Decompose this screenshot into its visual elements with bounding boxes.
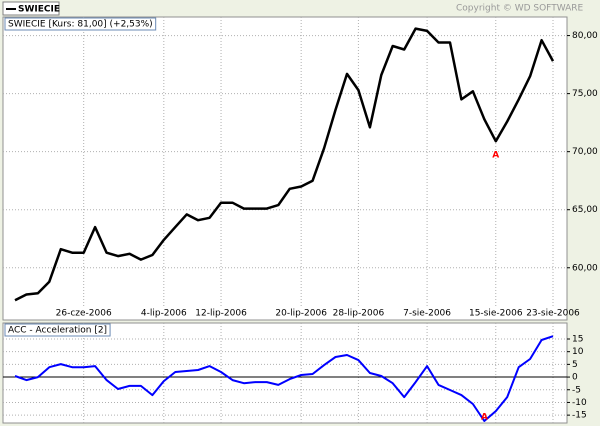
legend-box: [2, 1, 60, 16]
x-tick-label: 15-sie-2006: [469, 309, 523, 319]
copyright: Copyright © WD SOFTWARE: [456, 4, 584, 14]
x-tick-label: 12-lip-2006: [195, 309, 247, 319]
y-tick-label: 80,00: [572, 31, 598, 41]
x-tick-label: 7-sie-2006: [403, 309, 451, 319]
y-tick-label: 15: [572, 334, 583, 344]
x-tick-label: 26-cze-2006: [56, 309, 112, 319]
x-tick-label: 23-sie-2006: [526, 309, 580, 319]
y-tick-label: -10: [572, 398, 587, 408]
y-tick-label: -5: [572, 385, 581, 395]
legend-label: SWIECIE: [18, 5, 60, 15]
y-tick-label: 70,00: [572, 147, 598, 157]
x-tick-label: 20-lip-2006: [275, 309, 327, 319]
panel: [2, 322, 568, 424]
series-line: [14, 27, 555, 302]
panel-title-box: [4, 323, 111, 337]
annotation: A: [481, 413, 488, 423]
x-tick-label: 28-lip-2006: [333, 309, 385, 319]
panel-title-box: [4, 17, 157, 31]
panel-title: ACC - Acceleration [2]: [8, 326, 107, 336]
x-tick-label: 4-lip-2006: [141, 309, 187, 319]
y-tick-label: 0: [572, 373, 578, 383]
y-tick-label: 75,00: [572, 89, 598, 99]
series-line: [14, 335, 554, 422]
y-tick-label: 10: [572, 347, 584, 357]
y-tick-label: 65,00: [572, 205, 598, 215]
y-tick-label: 5: [572, 360, 578, 370]
y-tick-label: -15: [572, 411, 587, 421]
panel: [2, 16, 568, 321]
panel-title: SWIECIE [Kurs: 81,00] (+2,53%): [8, 20, 153, 30]
annotation: A: [492, 151, 499, 161]
y-tick-label: 60,00: [572, 263, 598, 273]
